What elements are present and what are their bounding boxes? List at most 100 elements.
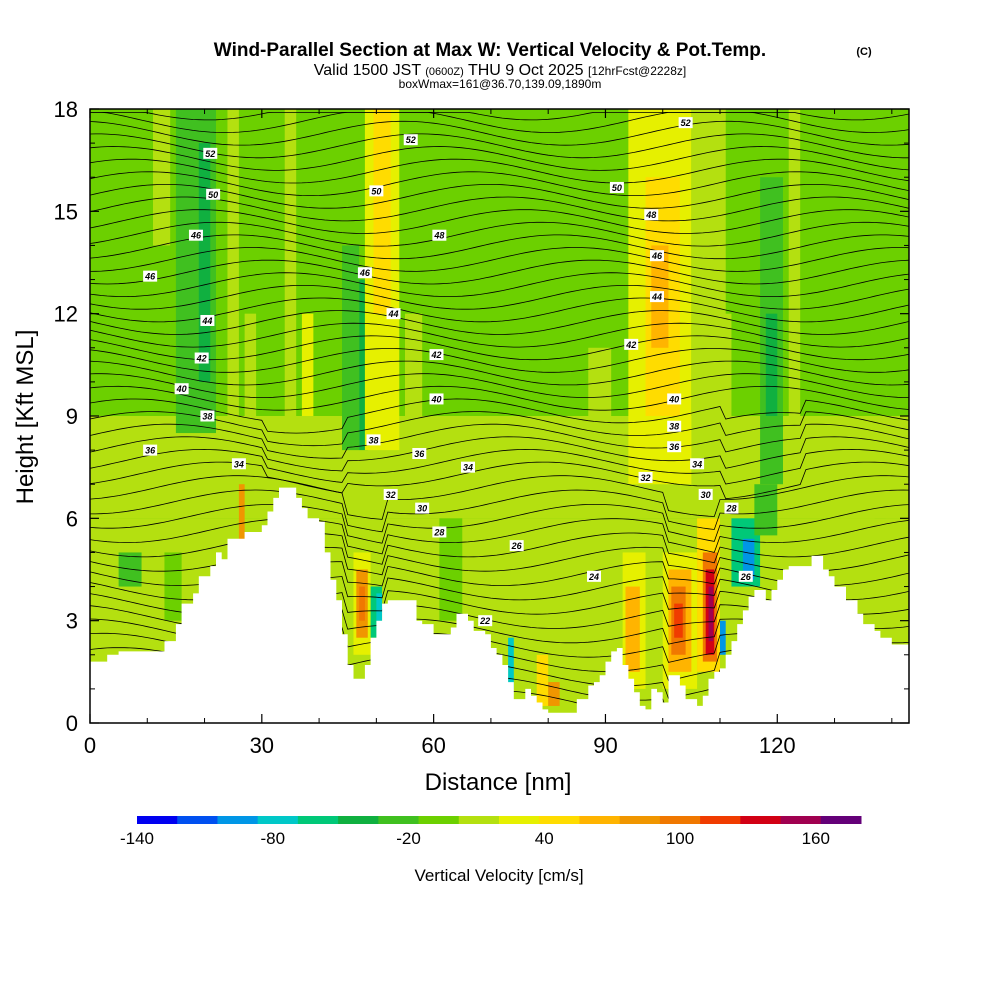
velocity-region [788, 109, 801, 485]
colorbar-swatch [257, 816, 299, 824]
plot-area: 52 52 52 50 50 50 48 48 46 46 46 46 44 44 44 42 42 42 40 40… [90, 109, 909, 723]
velocity-region [508, 637, 514, 689]
contour-label-box [650, 291, 664, 303]
theta-contour-line [90, 489, 909, 533]
velocity-region [439, 416, 463, 519]
contour-label: 34 [231, 458, 246, 470]
contour-label-text: 34 [463, 463, 473, 473]
theta-contour-line [90, 285, 909, 310]
velocity-region [720, 620, 726, 655]
contour-label-box [432, 229, 447, 241]
velocity-region [373, 109, 391, 314]
theta-contour-line [90, 158, 909, 184]
contour-label-box [369, 185, 384, 197]
theta-contour-line [90, 297, 909, 323]
contour-label: 26 [509, 540, 524, 552]
theta-contour-line [90, 272, 909, 298]
contour-label-text: 22 [479, 616, 490, 626]
x-tick-label: 90 [593, 733, 617, 758]
velocity-region [405, 313, 423, 485]
velocity-region [742, 538, 755, 580]
colorbar-swatch [217, 816, 259, 824]
theta-contour-line [90, 461, 909, 500]
velocity-region [708, 586, 714, 642]
contour-label-text: 36 [145, 446, 156, 456]
contour-label-box [432, 526, 447, 538]
contour-label: 42 [194, 352, 209, 364]
theta-contour-line [90, 120, 909, 146]
colorbar-swatch [378, 816, 420, 824]
contour-label-box [206, 188, 221, 200]
contour-label: 38 [200, 410, 215, 422]
contour-label-text: 28 [725, 504, 736, 514]
contour-label-text: 36 [669, 442, 680, 452]
contour-label-box [386, 308, 401, 320]
contour-label-text: 46 [651, 251, 663, 261]
contour-label-text: 46 [359, 268, 371, 278]
velocity-region [840, 416, 875, 519]
subtitle-valid: Valid 1500 JST [314, 62, 422, 79]
contour-label-box [698, 488, 713, 500]
chart-title: Wind-Parallel Section at Max W: Vertical… [214, 40, 766, 61]
contour-label-box [667, 441, 682, 453]
contour-label-box [509, 540, 524, 552]
contour-label-text: 48 [433, 231, 444, 241]
velocity-region [301, 313, 314, 416]
contour-label: 42 [624, 338, 639, 350]
contour-label-box [738, 570, 753, 582]
terrain [90, 487, 909, 723]
contour-label: 52 [403, 134, 418, 146]
contour-label-box [174, 383, 189, 395]
theta-contour-line [90, 310, 909, 335]
y-tick-label: 9 [66, 404, 78, 429]
contour-label-box [143, 444, 158, 456]
contour-label-box [667, 393, 682, 405]
velocity-region [244, 313, 257, 485]
colorbar: -140 -80 -20 40 100 160 [120, 816, 862, 848]
contour-label-box [638, 471, 653, 483]
contour-label: 22 [478, 615, 493, 627]
contour-label-box [429, 393, 444, 405]
velocity-region [536, 654, 549, 706]
contour-label-box [231, 458, 246, 470]
contour-label-box [366, 434, 381, 446]
contour-label-box [650, 250, 664, 262]
theta-contour-line [90, 373, 909, 399]
y-tick-label: 6 [66, 506, 78, 531]
contour-label: 32 [383, 488, 398, 500]
contour-label: 34 [461, 461, 475, 473]
contour-label: 36 [412, 448, 427, 460]
contour-label: 40 [174, 383, 189, 395]
velocity-region [284, 109, 297, 451]
velocity-region [674, 603, 683, 638]
contour-label: 30 [415, 502, 430, 514]
theta-contour-line [90, 532, 909, 565]
contour-label-box [403, 134, 418, 146]
contour-label: 32 [638, 471, 653, 483]
velocity-region [625, 586, 640, 672]
velocity-region [754, 484, 778, 536]
contour-label-text: 52 [681, 118, 691, 128]
x-tick-label: 0 [84, 733, 96, 758]
velocity-region [198, 143, 211, 382]
contour-label-text: 28 [433, 527, 444, 537]
contour-label-box [429, 349, 444, 361]
contour-label: 38 [667, 420, 682, 432]
contour-label-box [461, 461, 475, 473]
velocity-region [720, 313, 732, 519]
colorbar-swatch [579, 816, 621, 824]
theta-contour-line [90, 360, 909, 386]
subtitle-utc: (0600Z) [425, 66, 464, 78]
contour-label-text: 40 [430, 394, 441, 404]
contour-label: 28 [432, 526, 447, 538]
colorbar-swatch [659, 816, 701, 824]
theta-contours [90, 112, 909, 723]
contour-label-text: 38 [669, 422, 679, 432]
x-tick-label: 120 [759, 733, 796, 758]
contour-label-text: 50 [208, 190, 218, 200]
contour-label-box [624, 338, 639, 350]
contour-label-text: 40 [176, 384, 187, 394]
contour-label-text: 44 [651, 292, 662, 302]
contour-label-box [200, 314, 215, 326]
colorbar-swatch [137, 816, 178, 824]
